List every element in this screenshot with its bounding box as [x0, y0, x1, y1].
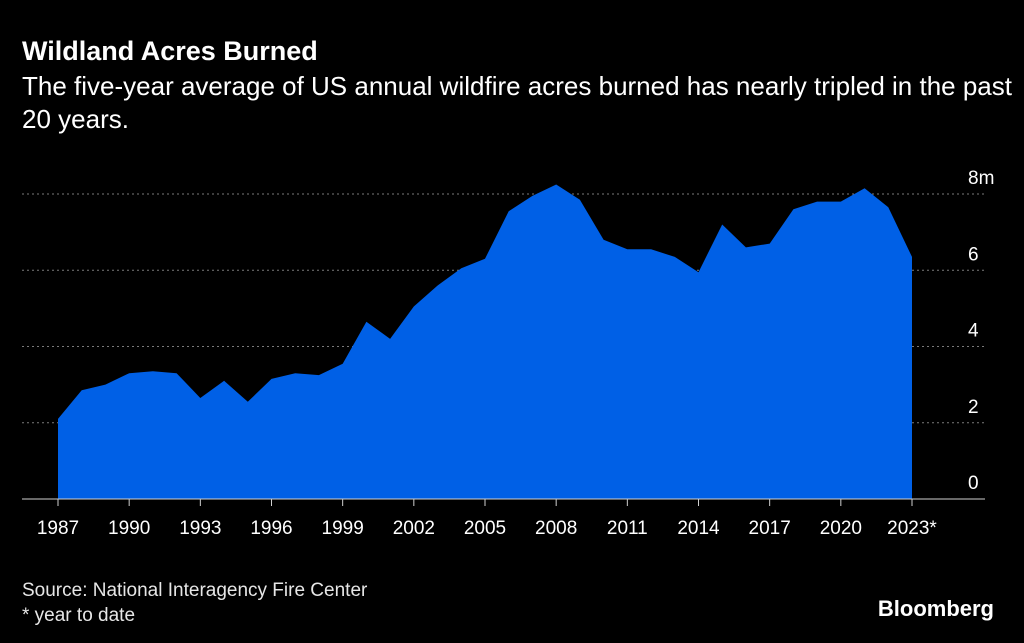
chart-subtitle: The five-year average of US annual wildf… [22, 71, 1012, 134]
bloomberg-logo: Bloomberg [877, 596, 994, 621]
x-tick-label: 1993 [179, 518, 221, 539]
y-tick-label: 0 [968, 473, 979, 494]
x-tick-label: 2023* [887, 518, 937, 539]
chart-footer: Source: National Interagency Fire Center… [22, 578, 367, 628]
area-series [58, 184, 912, 499]
source-note: Source: National Interagency Fire Center [22, 580, 368, 601]
x-tick-label: 1987 [37, 518, 79, 539]
footnote: * year to date [22, 605, 136, 626]
x-tick-label: 2008 [535, 518, 577, 539]
y-tick-label: 2 [968, 397, 979, 418]
x-tick-label: 2005 [464, 518, 506, 539]
chart-title: Wildland Acres Burned [22, 36, 318, 66]
y-tick-label: 8m [968, 168, 994, 189]
x-tick-label: 2020 [820, 518, 862, 539]
x-tick-label: 2002 [393, 518, 435, 539]
x-tick-label: 2017 [749, 518, 791, 539]
y-tick-label: 4 [968, 321, 979, 342]
y-tick-label: 6 [968, 244, 979, 265]
x-tick-label: 2011 [607, 518, 648, 539]
x-tick-label: 1999 [322, 518, 364, 539]
x-tick-label: 2014 [677, 518, 720, 539]
x-tick-label: 1990 [108, 518, 150, 539]
x-tick-label: 1996 [250, 518, 292, 539]
